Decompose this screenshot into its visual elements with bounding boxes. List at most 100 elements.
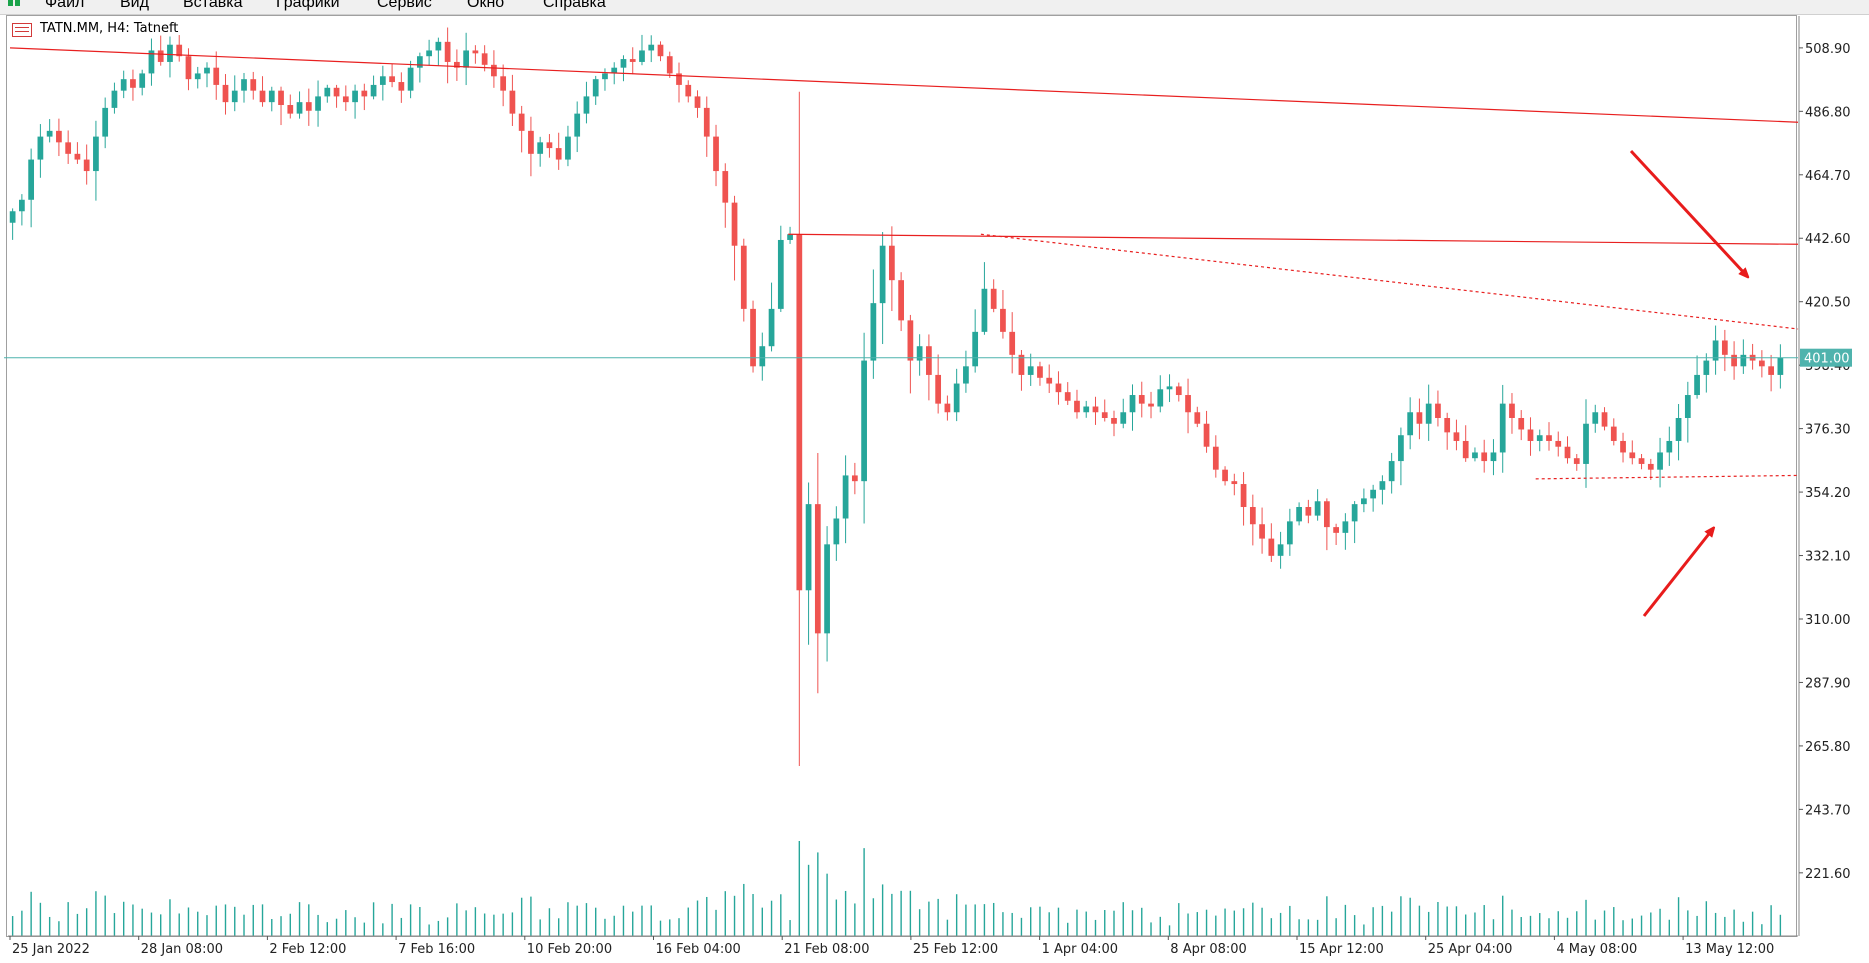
candle-down xyxy=(481,53,488,65)
candle-down xyxy=(1453,432,1460,441)
candle-up xyxy=(592,79,599,97)
candle-down xyxy=(472,50,479,54)
candle-down xyxy=(1527,429,1534,441)
candle-up xyxy=(583,96,590,114)
candle-down xyxy=(944,403,951,413)
candle-down xyxy=(889,245,895,281)
candle-up xyxy=(28,159,35,200)
candle-down xyxy=(1064,392,1071,401)
candle-down xyxy=(65,142,72,154)
candle-up xyxy=(1370,489,1377,499)
candle-down xyxy=(518,113,525,131)
candle-down xyxy=(398,82,405,91)
candle-up xyxy=(787,234,793,240)
candle-down xyxy=(851,475,858,482)
menu-tools[interactable]: Сервис xyxy=(377,0,432,11)
candle-down xyxy=(1333,527,1339,533)
candle-up xyxy=(963,366,969,384)
candle-down xyxy=(509,90,516,114)
app-icon xyxy=(8,0,20,6)
candle-down xyxy=(694,96,701,108)
time-tick-label: 13 May 12:00 xyxy=(1685,942,1774,957)
menu-file[interactable]: Файл xyxy=(45,0,85,11)
candle-down xyxy=(305,102,312,111)
candle-up xyxy=(416,56,423,68)
menu-charts[interactable]: Графики xyxy=(276,0,340,11)
candle-down xyxy=(1573,458,1580,464)
candle-down xyxy=(1037,366,1043,378)
candle-down xyxy=(1194,412,1201,424)
candle-up xyxy=(1703,360,1710,375)
candle-up xyxy=(1536,435,1543,441)
price-tick-label: 486.80 xyxy=(1805,105,1851,120)
candle-down xyxy=(213,67,220,85)
candle-down xyxy=(342,96,349,103)
candle-up xyxy=(602,73,608,80)
candle-up xyxy=(1388,461,1395,482)
candle-down xyxy=(333,87,340,97)
candle-down xyxy=(1185,395,1191,413)
candle-down xyxy=(1259,524,1265,539)
trendline-dashed xyxy=(1535,474,1799,480)
candle-down xyxy=(750,308,756,367)
candle-up xyxy=(574,113,581,137)
candle-down xyxy=(454,61,460,68)
time-tick-label: 25 Apr 04:00 xyxy=(1428,942,1513,957)
candle-down xyxy=(1222,469,1228,482)
candle-up xyxy=(1666,440,1673,453)
candle-down xyxy=(1462,440,1469,459)
candle-up xyxy=(565,136,571,160)
price-tick-label: 310.00 xyxy=(1805,613,1851,628)
chart-window[interactable] xyxy=(6,15,1797,937)
candle-down xyxy=(1148,403,1154,407)
menu-help[interactable]: Справка xyxy=(543,0,606,11)
menu-view[interactable]: Вид xyxy=(120,0,149,11)
candle-down xyxy=(1620,440,1626,453)
candle-up xyxy=(1286,521,1293,545)
candle-down xyxy=(389,76,395,83)
candle-up xyxy=(1398,435,1404,462)
menu-insert[interactable]: Вставка xyxy=(183,0,243,11)
candle-up xyxy=(204,67,210,74)
price-tick-label: 354.20 xyxy=(1805,486,1851,501)
candle-down xyxy=(278,90,284,106)
candle-up xyxy=(1407,412,1414,436)
candle-down xyxy=(250,79,257,91)
candle-down xyxy=(1249,507,1256,525)
candle-down xyxy=(1305,507,1312,516)
candle-down xyxy=(1212,446,1219,470)
candle-down xyxy=(1231,481,1238,485)
price-tick-label: 376.30 xyxy=(1805,423,1851,438)
candle-up xyxy=(1583,423,1589,464)
candle-up xyxy=(1712,340,1719,361)
candle-up xyxy=(352,90,358,103)
candle-up xyxy=(268,90,275,103)
candle-down xyxy=(1323,501,1330,528)
candle-down xyxy=(222,84,229,103)
candle-up xyxy=(1027,366,1034,375)
candle-up xyxy=(379,76,386,85)
candle-up xyxy=(1675,417,1682,441)
annotations xyxy=(1629,149,1746,617)
candle-down xyxy=(722,171,729,203)
trendline-solid xyxy=(9,47,1799,123)
candle-down xyxy=(1009,331,1016,355)
candle-up xyxy=(194,73,201,80)
trendlines xyxy=(9,47,1799,480)
candle-down xyxy=(1435,403,1441,418)
candle-up xyxy=(463,50,470,68)
menu-window[interactable]: Окно xyxy=(467,0,505,11)
candle-down xyxy=(1731,354,1737,367)
arrow-up-right xyxy=(1642,530,1712,617)
candle-up xyxy=(768,308,775,347)
candle-down xyxy=(1481,452,1488,462)
candle-down xyxy=(685,84,692,97)
candle-down xyxy=(500,76,507,91)
candle-down xyxy=(1444,417,1451,433)
candle-down xyxy=(657,44,664,57)
time-tick-label: 15 Apr 12:00 xyxy=(1299,942,1384,957)
candle-up xyxy=(1684,395,1691,418)
candle-up xyxy=(324,87,331,97)
candle-up xyxy=(1499,403,1506,453)
